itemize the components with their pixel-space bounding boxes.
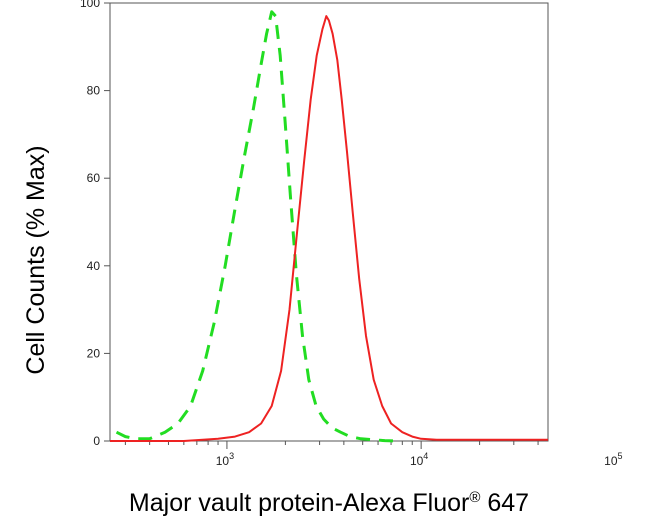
x-tick-label: 105: [604, 451, 622, 468]
series-line-solid-red: [110, 15, 548, 442]
y-tick-label: 60: [87, 171, 101, 185]
y-tick-label: 20: [87, 346, 101, 360]
x-axis-title: Major vault protein-Alexa Fluor® 647: [129, 489, 529, 517]
y-axis-title: Cell Counts (% Max): [22, 145, 50, 374]
x-tick-label: 104: [410, 451, 428, 468]
y-tick-label: 0: [93, 434, 100, 448]
x-tick-label: 103: [216, 451, 234, 468]
series-line-dashed-green: [115, 10, 397, 443]
y-tick-label: 40: [87, 259, 101, 273]
y-tick-label: 80: [87, 84, 101, 98]
y-tick-label: 100: [80, 0, 100, 10]
plot-area: [109, 2, 549, 442]
